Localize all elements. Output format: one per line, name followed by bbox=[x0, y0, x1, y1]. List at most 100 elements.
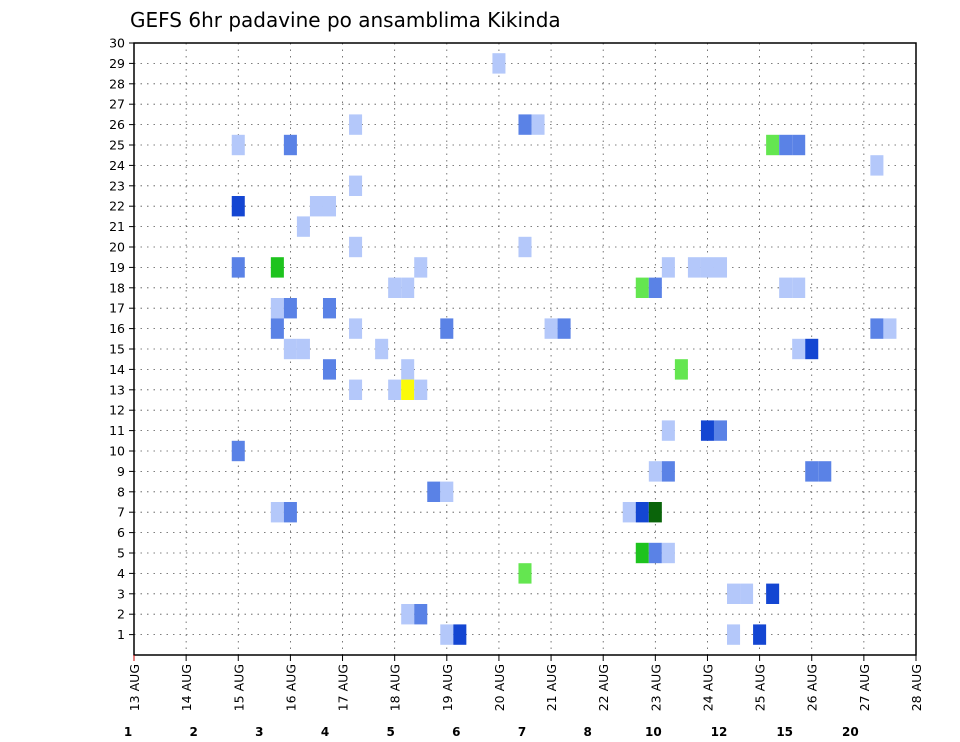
data-cell bbox=[518, 563, 532, 584]
data-cell bbox=[870, 318, 884, 339]
data-cell bbox=[401, 277, 415, 298]
data-cell bbox=[766, 583, 780, 604]
data-cell bbox=[440, 318, 454, 339]
data-cell bbox=[296, 338, 310, 360]
y-tick-label: 19 bbox=[109, 260, 125, 275]
data-cell bbox=[375, 338, 389, 360]
y-tick-label: 20 bbox=[109, 240, 125, 255]
data-cell bbox=[349, 236, 363, 258]
data-cell bbox=[779, 277, 793, 298]
x-tick-label: 16 AUG bbox=[283, 664, 298, 711]
data-cell bbox=[727, 583, 741, 604]
data-cell bbox=[635, 277, 649, 298]
data-cell bbox=[492, 53, 506, 74]
y-tick-label: 4 bbox=[117, 566, 125, 581]
data-cell bbox=[818, 461, 832, 482]
x-tick-label: 28 AUG bbox=[909, 664, 924, 711]
x-tick-label: 14 AUG bbox=[179, 664, 194, 711]
data-cell bbox=[231, 196, 245, 217]
x-tick-label: 22 AUG bbox=[596, 664, 611, 711]
data-cell bbox=[648, 502, 662, 523]
data-cell bbox=[322, 359, 337, 380]
x-tick-label: 19 AUG bbox=[440, 664, 455, 711]
y-tick-label: 22 bbox=[109, 199, 125, 214]
data-cell bbox=[740, 583, 754, 604]
data-cell bbox=[713, 257, 728, 278]
data-cell bbox=[635, 502, 649, 523]
data-cell bbox=[805, 338, 819, 360]
y-tick-label: 10 bbox=[109, 444, 125, 459]
colorbar-label: 5 bbox=[386, 725, 394, 739]
data-cell bbox=[427, 481, 441, 502]
data-cell bbox=[805, 461, 819, 482]
data-cell bbox=[440, 624, 454, 645]
data-cell bbox=[283, 338, 297, 360]
x-tick-label: 17 AUG bbox=[336, 664, 351, 711]
data-cell bbox=[401, 359, 415, 380]
y-tick-label: 27 bbox=[109, 97, 125, 112]
y-tick-label: 16 bbox=[109, 321, 125, 336]
y-tick-label: 9 bbox=[117, 464, 125, 479]
y-tick-label: 24 bbox=[109, 158, 125, 173]
data-cell bbox=[635, 542, 649, 564]
y-tick-label: 14 bbox=[109, 362, 125, 377]
x-axis-ticks: 13 AUG 14 AUG 15 AUG 16 AUG 17 AUG 18 AUG 19 A… bbox=[127, 655, 924, 711]
colorbar-label: 4 bbox=[321, 725, 329, 739]
data-cell bbox=[648, 277, 662, 298]
x-tick-label: 21 AUG bbox=[544, 664, 559, 711]
colorbar-label: 3 bbox=[255, 725, 263, 739]
data-cell bbox=[283, 502, 297, 523]
data-cell bbox=[414, 257, 428, 278]
y-tick-label: 17 bbox=[109, 301, 125, 316]
x-tick-label: 25 AUG bbox=[753, 664, 768, 711]
y-tick-label: 23 bbox=[109, 178, 125, 193]
data-cell bbox=[544, 318, 558, 339]
x-tick-label: 23 AUG bbox=[648, 664, 663, 711]
data-cell bbox=[309, 196, 323, 217]
x-tick-label: 26 AUG bbox=[805, 664, 820, 711]
x-tick-label: 18 AUG bbox=[388, 664, 403, 711]
data-cell bbox=[322, 196, 337, 217]
y-tick-label: 29 bbox=[109, 56, 125, 71]
y-axis-ticks: 1234567891011121314151617181920212223242… bbox=[109, 36, 134, 642]
colorbar-label: 8 bbox=[583, 725, 591, 739]
data-cell bbox=[349, 175, 363, 196]
data-cell bbox=[414, 604, 428, 625]
data-cell bbox=[388, 379, 402, 400]
y-tick-label: 25 bbox=[109, 138, 125, 153]
colorbar-label: 12 bbox=[711, 725, 728, 739]
data-cell bbox=[661, 420, 675, 441]
y-tick-label: 11 bbox=[109, 423, 125, 438]
data-cell bbox=[531, 114, 545, 135]
data-cell bbox=[283, 134, 297, 156]
y-tick-label: 13 bbox=[109, 382, 125, 397]
x-tick-label: 20 AUG bbox=[492, 664, 507, 711]
data-cell bbox=[440, 481, 454, 502]
y-tick-label: 28 bbox=[109, 76, 125, 91]
data-cell bbox=[270, 298, 284, 319]
data-cell bbox=[792, 134, 806, 156]
colorbar-label: 6 bbox=[452, 725, 460, 739]
data-cell bbox=[792, 338, 806, 360]
colorbar-label: 7 bbox=[518, 725, 526, 739]
data-cell bbox=[283, 298, 297, 319]
data-cell bbox=[661, 257, 675, 278]
data-cell bbox=[349, 318, 363, 339]
chart-title: GEFS 6hr padavine po ansamblima Kikinda bbox=[130, 8, 561, 32]
y-tick-label: 1 bbox=[117, 627, 125, 642]
y-tick-label: 8 bbox=[117, 484, 125, 499]
y-tick-label: 7 bbox=[117, 505, 125, 520]
data-cell bbox=[648, 461, 662, 482]
data-cell bbox=[349, 114, 363, 135]
data-cell bbox=[648, 542, 662, 564]
data-cell bbox=[713, 420, 728, 441]
data-cell bbox=[270, 257, 284, 278]
data-cell bbox=[231, 134, 245, 156]
x-tick-label: 13 AUG bbox=[127, 664, 142, 711]
y-tick-label: 21 bbox=[109, 219, 125, 234]
y-tick-label: 12 bbox=[109, 403, 125, 418]
y-tick-label: 3 bbox=[117, 586, 125, 601]
x-tick-label: 27 AUG bbox=[857, 664, 872, 711]
y-tick-label: 2 bbox=[117, 607, 125, 622]
